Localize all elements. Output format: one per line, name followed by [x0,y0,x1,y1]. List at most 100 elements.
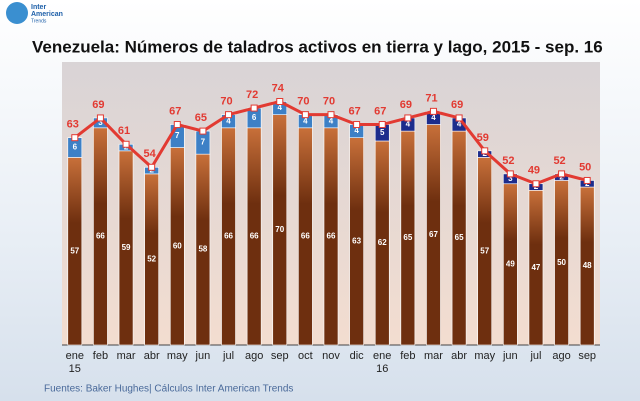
total-label: 54 [144,148,157,160]
line-marker [506,170,514,178]
total-label: 69 [451,99,463,111]
x-tick-label: feb [93,350,108,362]
data-label: 63 [352,236,361,245]
total-label: 59 [477,132,489,144]
line-marker [404,114,412,122]
data-label: 48 [583,261,592,270]
source-note: Fuentes: Baker Hughes| Cálculos Inter Am… [44,384,293,395]
total-label: 74 [272,82,285,94]
x-tick-label: jun [195,350,211,362]
line-marker [301,111,309,119]
x-tick-label: jun [502,350,518,362]
x-tick-label: mar [117,350,136,362]
line-marker [353,121,361,129]
data-label: 3 [508,174,513,183]
data-label: 3 [98,118,103,127]
data-label: 60 [173,241,182,250]
line-marker [455,114,463,122]
x-tick-label: feb [400,350,415,362]
data-label: 57 [70,246,79,255]
logo-text: Inter [31,4,46,11]
data-label: 59 [122,243,131,252]
data-label: 5 [380,128,385,137]
data-label: 66 [96,232,105,241]
x-tick-label: dic [350,350,365,362]
line-marker [148,163,156,171]
x-tick-label: mar [424,350,443,362]
total-label: 70 [323,96,335,108]
data-label: 47 [531,263,540,272]
x-tick-label: ene 16 [373,350,391,375]
total-label: 70 [220,96,232,108]
x-tick-label: sep [578,350,596,362]
line-marker [583,176,591,184]
x-tick-label: jul [222,350,234,362]
data-label: 66 [327,232,336,241]
data-label: 66 [224,232,233,241]
total-label: 67 [374,105,386,117]
logo-text: American [31,11,63,18]
data-label: 4 [226,116,231,125]
data-label: 7 [175,131,180,140]
data-label: 66 [301,232,310,241]
line-marker [429,107,437,115]
data-label: 6 [252,113,257,122]
line-marker [276,97,284,105]
data-label: 67 [429,230,438,239]
line-marker [199,127,207,135]
data-label: 4 [329,116,334,125]
x-tick-label: ago [552,350,570,362]
line-marker [481,147,489,155]
data-label: 4 [303,116,308,125]
x-tick-label: oct [298,350,313,362]
logo-text: Trends [31,18,47,24]
data-label: 65 [455,233,464,242]
data-label: 52 [147,255,156,264]
total-label: 61 [118,125,130,137]
chart-title: Venezuela: Números de taladros activos e… [32,37,603,56]
total-label: 65 [195,112,207,124]
total-label: 67 [169,105,181,117]
x-tick-label: ene 15 [66,350,84,375]
line-marker [250,104,258,112]
x-tick-label: jul [529,350,541,362]
x-tick-label: may [167,350,188,362]
line-marker [96,114,104,122]
total-label: 69 [400,99,412,111]
x-tick-label: ago [245,350,263,362]
line-marker [173,121,181,129]
line-marker [327,111,335,119]
data-label: 49 [506,259,515,268]
logo-globe [6,2,28,24]
data-label: 65 [403,233,412,242]
total-label: 52 [502,155,514,167]
total-label: 69 [92,99,104,111]
line-marker [378,121,386,129]
x-tick-label: may [474,350,495,362]
data-label: 62 [378,238,387,247]
data-label: 4 [354,126,359,135]
x-tick-label: sep [271,350,289,362]
data-label: 4 [431,113,436,122]
data-label: 7 [201,138,206,147]
data-label: 50 [557,258,566,267]
data-label: 58 [198,245,207,254]
data-label: 4 [406,120,411,129]
data-label: 57 [480,246,489,255]
line-marker [225,111,233,119]
line-marker [532,180,540,188]
data-label: 70 [275,225,284,234]
total-label: 71 [425,92,437,104]
x-tick-label: nov [322,350,340,362]
total-label: 52 [553,155,565,167]
data-label: 4 [278,103,283,112]
data-label: 6 [73,143,78,152]
total-label: 67 [348,105,360,117]
total-label: 50 [579,161,591,173]
line-marker [122,140,130,148]
total-label: 70 [297,96,309,108]
line-marker [558,170,566,178]
total-label: 63 [67,119,79,131]
x-tick-label: abr [144,350,160,362]
